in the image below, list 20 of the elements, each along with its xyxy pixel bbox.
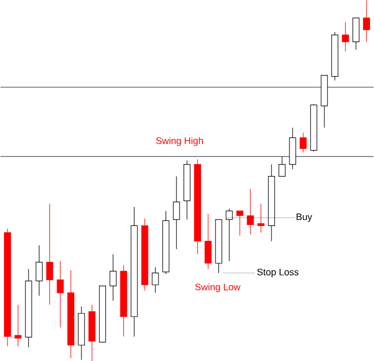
ref-line-label: Swing High: [156, 136, 203, 146]
candlestick: [110, 254, 117, 301]
candlestick: [300, 132, 307, 153]
candlestick: [342, 21, 349, 52]
candlestick: [363, 0, 370, 42]
candlestick: [36, 244, 43, 296]
candlestick: [236, 210, 244, 236]
candlestick: [56, 260, 64, 328]
candlestick: [46, 203, 54, 305]
annotation: Stop Loss: [257, 268, 298, 278]
candlestick: [352, 18, 360, 50]
candlestick: [172, 176, 180, 250]
annotation: Swing Low: [195, 283, 240, 292]
candlestick: [257, 203, 264, 233]
candlestick: [152, 266, 159, 293]
candlestick: [246, 188, 254, 235]
annotation: Buy: [296, 213, 312, 222]
candlestick: [278, 156, 286, 176]
candlestick: [204, 213, 212, 270]
candlestick: [14, 304, 22, 346]
